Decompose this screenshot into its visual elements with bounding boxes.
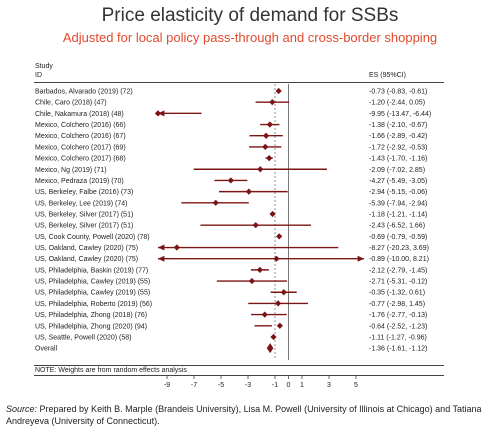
study-label: US, Philadelphia, Cawley (2019) (55) <box>35 290 150 297</box>
effect-size-label: -1.66 (-2.89, -0.42) <box>369 133 427 140</box>
overall-rule <box>34 365 444 366</box>
study-label: US, Cook County, Powell (2020) (78) <box>35 234 150 241</box>
effect-size-label: -1.72 (-2.92, -0.53) <box>369 144 427 151</box>
ci-arrow-left <box>158 110 165 117</box>
axis-tick-label: 5 <box>354 382 358 389</box>
point-estimate <box>252 222 259 229</box>
axis-tick-label: -7 <box>191 382 197 389</box>
point-estimate <box>261 311 268 318</box>
axis-tick-label: -1 <box>272 382 278 389</box>
point-estimate <box>266 121 273 128</box>
study-label: Mexico, Colchero (2017) (69) <box>35 144 126 151</box>
effect-size-label: -1.20 (-2.44, 0.05) <box>369 100 425 107</box>
point-estimate <box>262 143 269 151</box>
point-estimate <box>269 99 276 106</box>
point-estimate <box>262 132 270 139</box>
axis-tick-label: 0 <box>287 382 291 389</box>
point-estimate <box>276 322 283 329</box>
effect-size-label: -2.94 (-5.15, -0.06) <box>369 189 427 196</box>
overall-effect-size-label: -1.36 (-1.61, -1.12) <box>369 346 427 353</box>
chart-subtitle: Adjusted for local policy pass-through a… <box>62 30 438 45</box>
overall-label: Overall <box>35 346 58 353</box>
effect-size-label: -2.12 (-2.79, -1.45) <box>369 267 427 274</box>
study-column-header: Study ID <box>35 62 53 80</box>
source-text: Prepared by Keith B. Marple (Brandeis Un… <box>6 404 482 426</box>
point-estimate <box>245 188 252 195</box>
point-estimate <box>212 199 219 206</box>
effect-size-label: -2.09 (-7.02, 2.85) <box>369 167 425 174</box>
study-label: US, Berkeley, Lee (2019) (74) <box>35 200 127 207</box>
point-estimate <box>154 110 162 117</box>
point-estimate <box>280 289 287 296</box>
axis-tick-label: -3 <box>245 382 251 389</box>
study-label: Mexico, Pedraza (2019) (70) <box>35 178 124 185</box>
point-estimate <box>273 255 280 262</box>
axis-tick-label: -9 <box>164 382 170 389</box>
source-label: Source: <box>6 404 38 414</box>
study-label: Mexico, Colchero (2016) (66) <box>35 122 126 129</box>
effect-size-label: -9.95 (-13.47, -6.44) <box>369 111 431 118</box>
ci-arrow-right <box>357 255 364 262</box>
effect-size-label: -1.38 (-2.10, -0.67) <box>369 122 427 129</box>
study-label: Mexico, Colchero (2017) (68) <box>35 156 126 163</box>
study-label: US, Philadelphia, Roberto (2019) (56) <box>35 301 152 308</box>
study-label: Barbados, Alvarado (2019) (72) <box>35 89 133 96</box>
study-label: US, Berkeley, Silver (2017) (51) <box>35 211 133 218</box>
es-column-header: ES (95%CI) <box>369 72 406 79</box>
effect-size-label: -2.43 (-6.52, 1.66) <box>369 223 425 230</box>
point-estimate <box>248 277 256 285</box>
point-estimate <box>270 333 277 341</box>
point-estimate <box>257 166 264 173</box>
effect-size-label: -4.27 (-5.49, -3.05) <box>369 178 427 185</box>
point-estimate <box>276 233 283 240</box>
effect-size-label: -0.89 (-10.00, 8.21) <box>369 256 429 263</box>
point-estimate <box>256 266 263 273</box>
overall-diamond <box>266 343 274 354</box>
study-label: Chile, Caro (2018) (47) <box>35 100 107 107</box>
point-estimate <box>275 87 282 95</box>
study-label: US, Berkeley, Falbe (2016) (73) <box>35 189 133 196</box>
header-rule <box>34 82 444 83</box>
study-label: US, Philadelphia, Baskin (2019) (77) <box>35 267 148 274</box>
effect-size-label: -5.39 (-7.94, -2.94) <box>369 200 427 207</box>
effect-size-label: -2.71 (-5.31, -0.12) <box>369 279 427 286</box>
source-note: Source: Prepared by Keith B. Marple (Bra… <box>6 403 496 427</box>
study-label: US, Philadelphia, Cawley (2019) (55) <box>35 279 150 286</box>
study-label: US, Philadelphia, Zhong (2018) (76) <box>35 312 147 319</box>
effect-size-label: -1.18 (-1.21, -1.14) <box>369 211 427 218</box>
ci-arrow-left <box>158 255 165 262</box>
effect-size-label: -0.64 (-2.52, -1.23) <box>369 323 427 330</box>
effect-size-label: -1.11 (-1.27, -0.96) <box>369 334 427 341</box>
study-label: US, Philadelphia, Zhong (2020) (94) <box>35 323 147 330</box>
effect-size-label: -1.76 (-2.77, -0.13) <box>369 312 427 319</box>
chart-title: Price elasticity of demand for SSBs <box>101 5 399 26</box>
axis-tick-label: 1 <box>300 382 304 389</box>
study-label: Chile, Nakamura (2018) (48) <box>35 111 124 118</box>
ci-arrow-left <box>158 244 165 251</box>
weights-note: NOTE: Weights are from random effects an… <box>35 367 187 374</box>
point-estimate <box>227 177 234 184</box>
effect-size-label: -0.73 (-0.83, -0.61) <box>369 89 427 96</box>
study-label: Mexico, Ng (2019) (71) <box>35 167 107 174</box>
effect-size-label: -0.69 (-0.79, -0.59) <box>369 234 427 241</box>
effect-size-label: -0.77 (-2.98, 1.45) <box>369 301 425 308</box>
point-estimate <box>173 244 180 251</box>
effect-size-label: -8.27 (-20.23, 3.69) <box>369 245 429 252</box>
study-header-label: Study <box>35 63 53 70</box>
id-header-label: ID <box>35 72 42 79</box>
study-label: US, Berkeley, Silver (2017) (51) <box>35 223 133 230</box>
axis-tick-label: -5 <box>218 382 224 389</box>
axis-rule <box>34 375 444 376</box>
study-label: Mexico, Colchero (2016) (67) <box>35 133 126 140</box>
study-label: US, Oakland, Cawley (2020) (75) <box>35 256 138 263</box>
axis-tick-label: 3 <box>327 382 331 389</box>
effect-size-label: -0.35 (-1.32, 0.61) <box>369 290 425 297</box>
study-label: US, Seattle, Powell (2020) (58) <box>35 334 132 341</box>
point-estimate <box>274 300 282 307</box>
study-label: US, Oakland, Cawley (2020) (75) <box>35 245 138 252</box>
effect-size-label: -1.43 (-1.70, -1.16) <box>369 156 427 163</box>
point-estimate <box>266 154 273 162</box>
